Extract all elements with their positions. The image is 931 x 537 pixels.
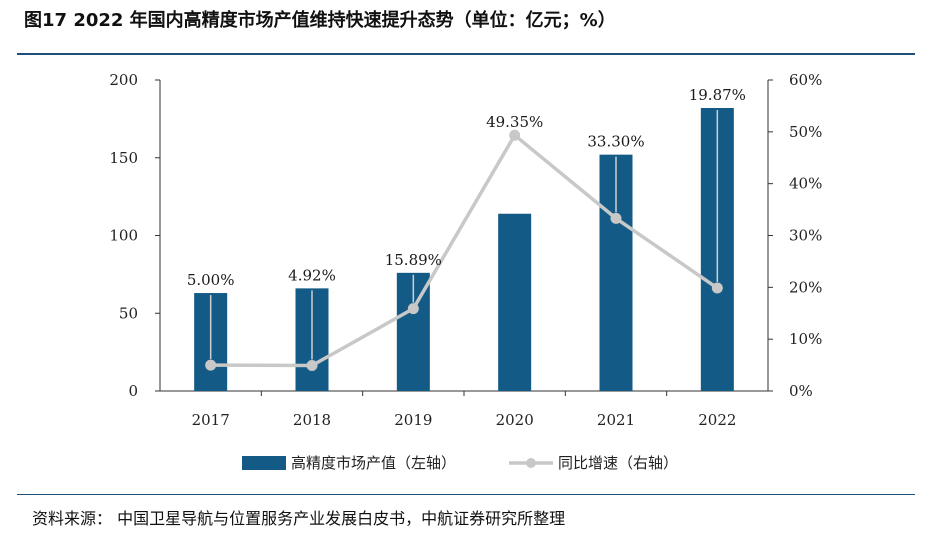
bar <box>498 213 532 391</box>
growth-point <box>407 303 419 315</box>
legend-line-label: 同比增速（右轴） <box>558 454 678 472</box>
growth-line <box>210 133 719 368</box>
growth-data-label: 49.35% <box>486 113 543 131</box>
growth-data-label: 4.92% <box>288 266 336 284</box>
growth-point <box>610 212 622 224</box>
right-tick-label: 60% <box>789 71 822 89</box>
data-labels-layer: 5.00% 4.92% 15.89% 49.35% 33.30% 19.87% <box>187 86 746 289</box>
growth-point <box>205 359 217 371</box>
left-tick-label: 0 <box>128 382 138 400</box>
left-tick-label: 100 <box>109 227 138 245</box>
top-divider <box>17 53 915 55</box>
legend: 高精度市场产值（左轴） 同比增速（右轴） <box>242 454 678 472</box>
source-note: 资料来源： 中国卫星导航与位置服务产业发展白皮书，中航证券研究所整理 <box>32 509 566 528</box>
x-tick-label: 2017 <box>192 411 230 429</box>
x-tick-label: 2018 <box>293 411 331 429</box>
growth-point <box>306 359 318 371</box>
x-tick-label: 2020 <box>496 411 534 429</box>
growth-data-label: 33.30% <box>587 133 644 151</box>
growth-data-label: 5.00% <box>187 271 235 289</box>
bottom-divider <box>17 494 915 495</box>
axes-layer: 0 50 100 150 200 0% 10% 20% 30% 40% 50% 60% 2017 2018… <box>109 71 822 429</box>
right-tick-label: 50% <box>789 123 822 141</box>
right-tick-label: 30% <box>789 227 822 245</box>
x-tick-label: 2022 <box>698 411 736 429</box>
growth-line-layer <box>205 109 723 371</box>
legend-bar-swatch <box>242 456 286 470</box>
right-tick-label: 40% <box>789 175 822 193</box>
legend-bar-label: 高精度市场产值（左轴） <box>291 454 456 472</box>
bars-layer <box>194 107 734 392</box>
right-tick-label: 20% <box>789 278 822 296</box>
right-tick-label: 0% <box>789 382 813 400</box>
left-tick-label: 50 <box>119 304 138 322</box>
chart-title: 图17 2022 年国内高精度市场产值维持快速提升态势（单位：亿元；%） <box>24 10 616 31</box>
x-tick-label: 2021 <box>597 411 635 429</box>
x-tick-label: 2019 <box>394 411 432 429</box>
left-tick-label: 200 <box>109 71 138 89</box>
growth-data-label: 15.89% <box>385 251 442 269</box>
growth-point <box>509 129 521 141</box>
growth-data-label: 19.87% <box>689 86 746 104</box>
right-tick-label: 10% <box>789 330 822 348</box>
legend-line-marker <box>526 458 536 468</box>
left-tick-label: 150 <box>109 149 138 167</box>
growth-point <box>711 282 723 294</box>
